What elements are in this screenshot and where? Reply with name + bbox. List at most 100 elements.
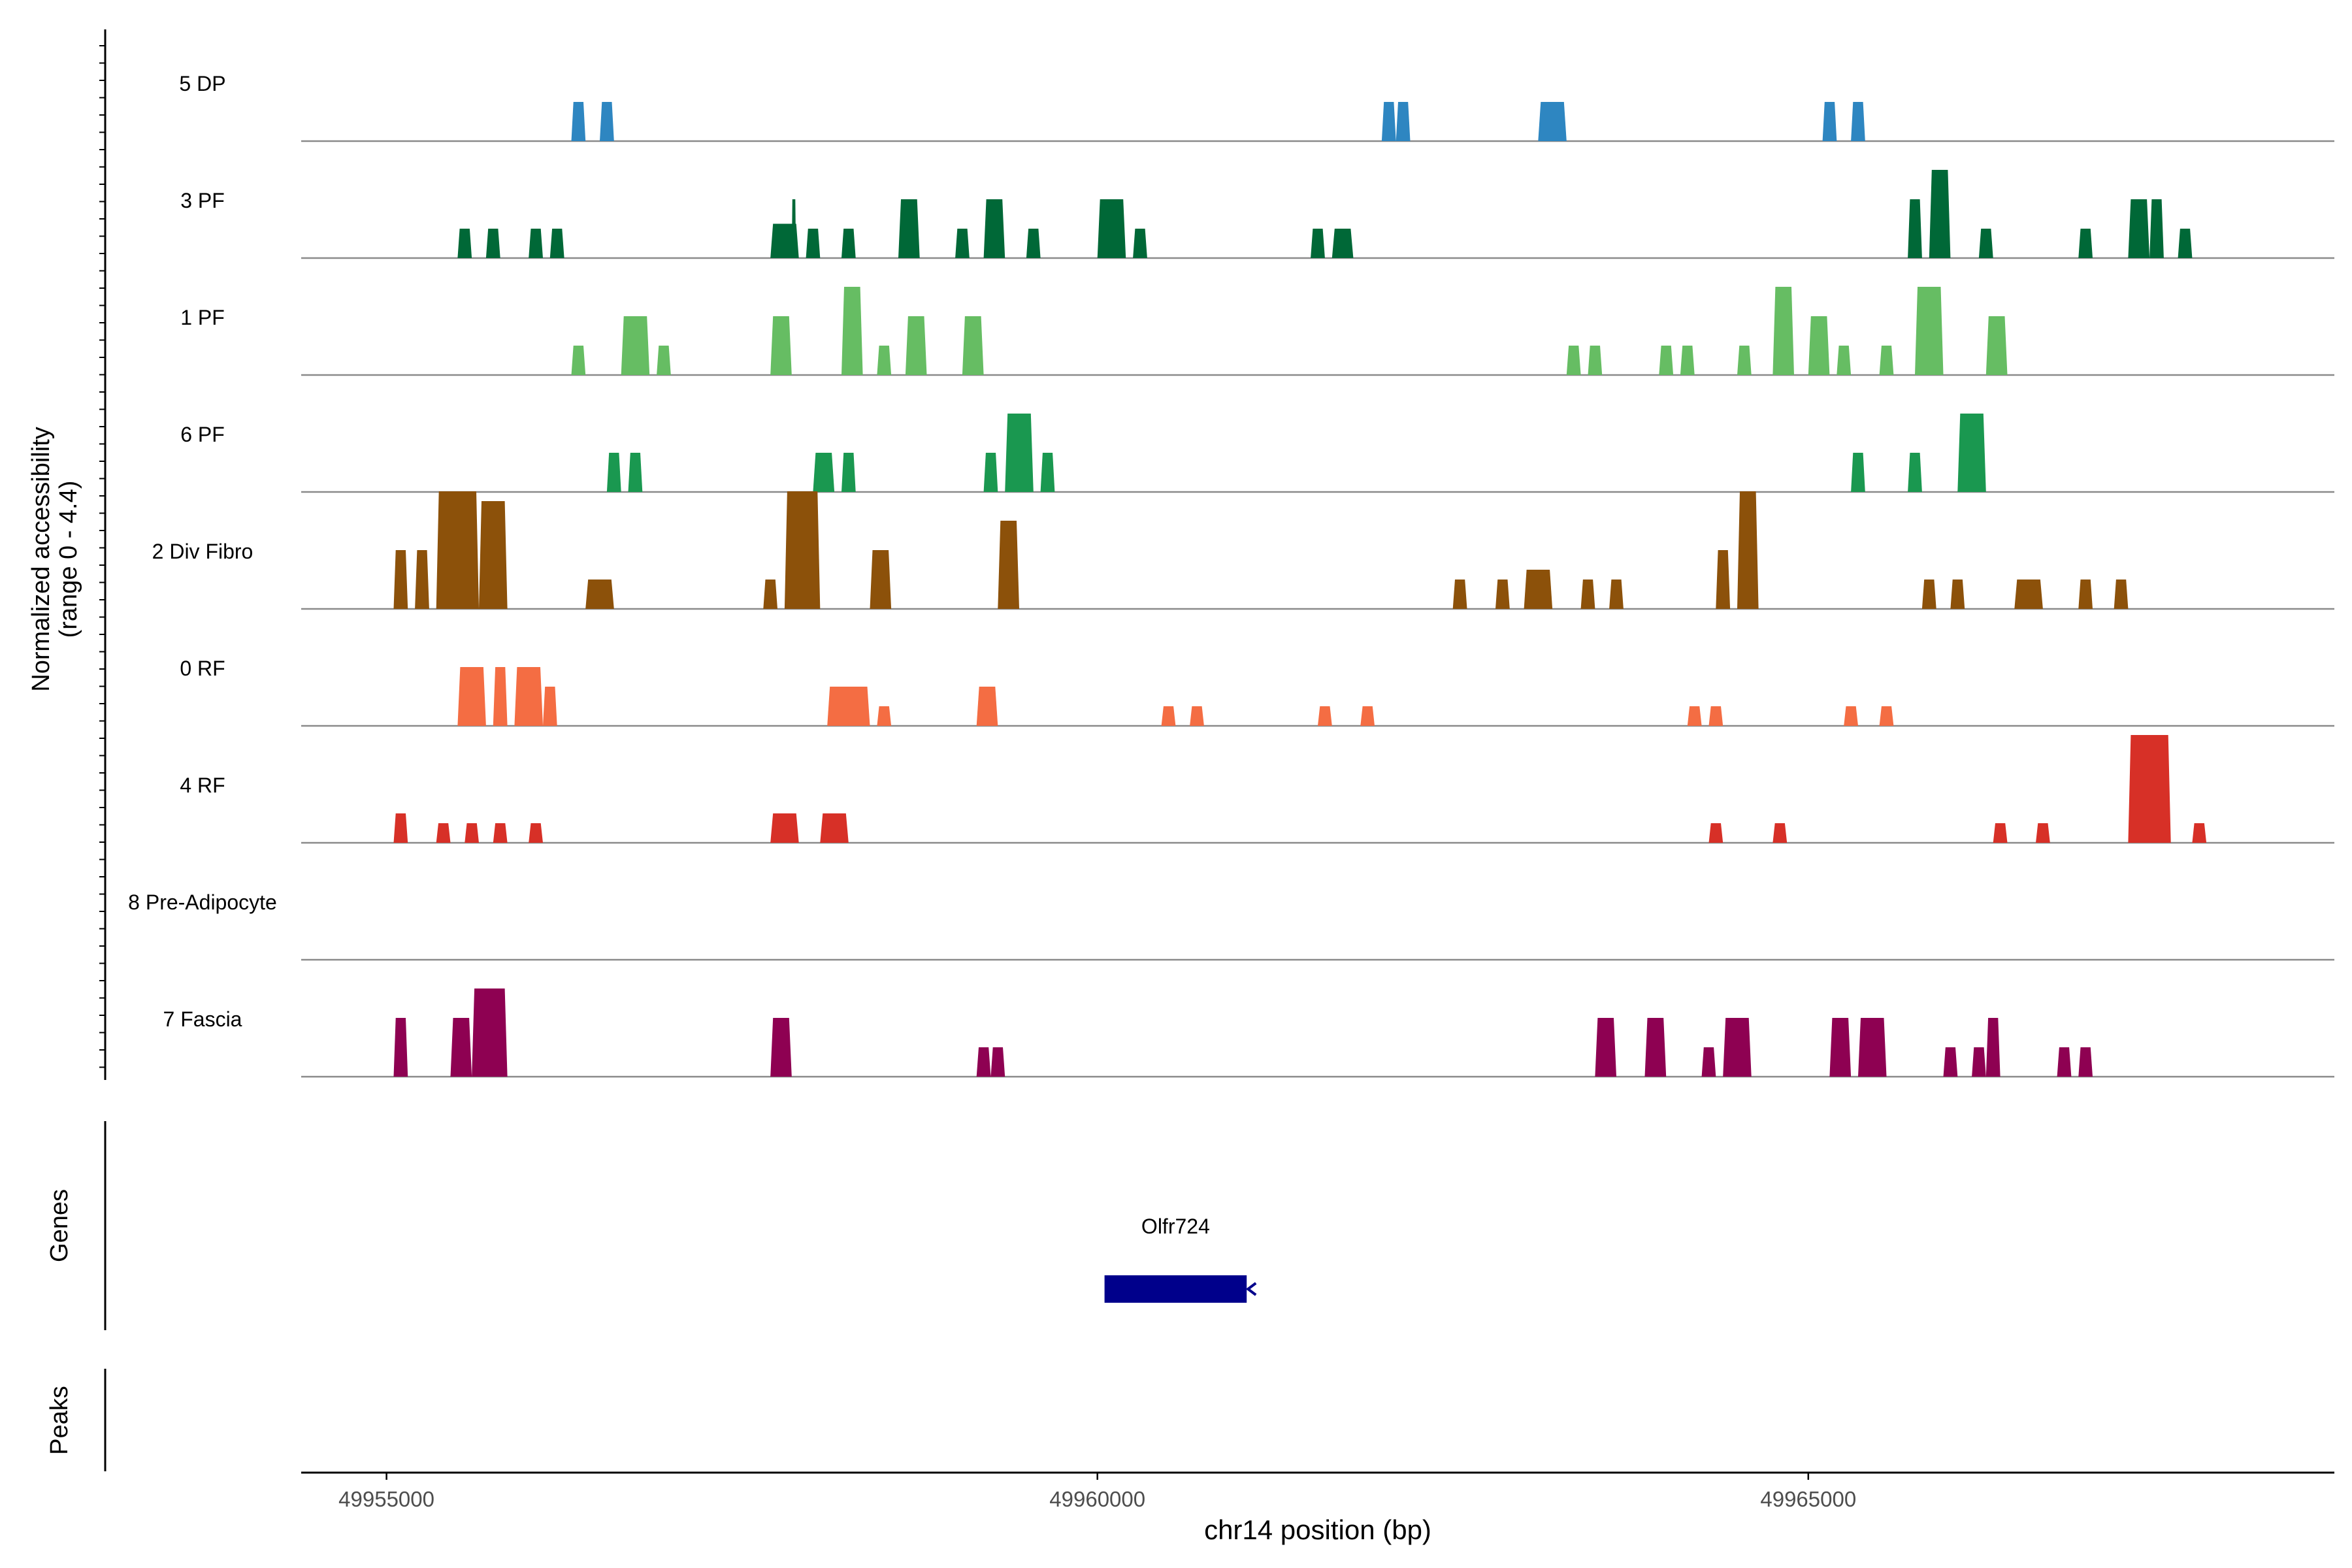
- peak-area: [976, 1047, 991, 1077]
- peak-area: [806, 229, 821, 258]
- peak-area: [514, 667, 543, 726]
- peak-area: [1879, 706, 1894, 726]
- peak-area: [2128, 199, 2150, 258]
- track: 3 PF: [180, 170, 2334, 259]
- peak-area: [998, 521, 1019, 609]
- peak-area: [1360, 706, 1375, 726]
- peak-area: [1190, 706, 1204, 726]
- peak-area: [1822, 102, 1837, 141]
- track: 8 Pre-Adipocyte: [128, 890, 2334, 961]
- peak-area: [763, 580, 777, 609]
- peak-area: [2078, 1047, 2093, 1077]
- peak-area: [436, 491, 479, 609]
- coverage-y-ticks: [99, 45, 105, 1068]
- peak-area: [1133, 229, 1147, 258]
- peak-area: [485, 229, 500, 258]
- peak-area: [1331, 229, 1354, 258]
- track: 4 RF: [180, 735, 2334, 844]
- y-axis-label-range: (range 0 - 4.4): [55, 481, 82, 638]
- gene-label: Olfr724: [1141, 1215, 1210, 1238]
- peak-area: [962, 316, 984, 375]
- peak-area: [1708, 823, 1723, 843]
- peak-area: [2178, 229, 2193, 258]
- x-axis-label: chr14 position (bp): [1204, 1514, 1431, 1545]
- peak-area: [1957, 414, 1986, 492]
- peak-area: [1879, 346, 1894, 375]
- peak-area: [493, 823, 508, 843]
- peak-area: [983, 453, 998, 492]
- peak-area: [472, 988, 508, 1077]
- peak-area: [1737, 346, 1752, 375]
- peak-area: [983, 199, 1005, 258]
- peak-area: [1978, 229, 1993, 258]
- peak-area: [770, 316, 792, 375]
- peak-area: [1921, 580, 1936, 609]
- genes-layer: Olfr724: [1104, 1215, 1257, 1303]
- track-label: 1 PF: [180, 306, 225, 329]
- peak-area: [820, 813, 849, 843]
- peak-area: [393, 550, 408, 609]
- peak-area: [1772, 823, 1788, 843]
- peak-area: [606, 453, 621, 492]
- y-axis-label: Normalized accessibility: [27, 427, 55, 691]
- peak-area: [770, 813, 799, 843]
- peak-area: [813, 453, 835, 492]
- peak-area: [1538, 102, 1567, 141]
- peak-area: [955, 229, 970, 258]
- peak-area: [841, 287, 863, 375]
- peak-area: [457, 667, 486, 726]
- peak-area: [2149, 199, 2164, 258]
- track-label: 6 PF: [180, 423, 225, 446]
- track: 1 PF: [180, 287, 2334, 376]
- peak-area: [571, 346, 586, 375]
- peak-area: [2078, 229, 2093, 258]
- peak-area: [1851, 102, 1865, 141]
- peak-area: [990, 1047, 1005, 1077]
- x-tick-label: 49955000: [338, 1487, 434, 1511]
- peak-area: [1609, 580, 1624, 609]
- peak-area: [1588, 346, 1603, 375]
- track-label: 2 Div Fibro: [152, 540, 253, 563]
- peak-area: [543, 687, 557, 726]
- genes-panel-label: Genes: [46, 1189, 73, 1262]
- track: 6 PF: [180, 414, 2334, 493]
- peak-area: [2078, 580, 2093, 609]
- track-label: 0 RF: [180, 657, 225, 680]
- peak-area: [877, 706, 892, 726]
- peak-area: [1908, 453, 1922, 492]
- peak-area: [1040, 453, 1055, 492]
- peak-area: [1097, 199, 1126, 258]
- peak-area: [976, 687, 998, 726]
- peak-area: [1716, 550, 1731, 609]
- peak-area: [1026, 229, 1041, 258]
- peak-area: [2057, 1047, 2072, 1077]
- peak-area: [571, 102, 586, 141]
- peak-area: [1595, 1018, 1616, 1077]
- peak-area: [1915, 287, 1944, 375]
- peak-area: [1985, 316, 2008, 375]
- peak-area: [870, 550, 892, 609]
- peak-area: [657, 346, 671, 375]
- peak-area: [1829, 1018, 1852, 1077]
- peak-area: [827, 687, 870, 726]
- track: 7 Fascia: [163, 988, 2334, 1078]
- peak-area: [1837, 346, 1852, 375]
- peak-area: [529, 229, 543, 258]
- peak-area: [905, 316, 927, 375]
- x-tick-label: 49960000: [1049, 1487, 1145, 1511]
- peak-area: [457, 229, 472, 258]
- peak-area: [529, 823, 543, 843]
- peaks-panel-label: Peaks: [46, 1386, 73, 1455]
- peak-area: [465, 823, 479, 843]
- peak-area: [1381, 102, 1396, 141]
- peak-area: [1708, 706, 1723, 726]
- track: 5 DP: [179, 72, 2334, 142]
- peak-area: [493, 667, 508, 726]
- peak-area: [1701, 1047, 1716, 1077]
- peak-area: [2036, 823, 2050, 843]
- peak-area: [2192, 823, 2207, 843]
- peak-area: [1318, 706, 1332, 726]
- peak-area: [415, 550, 429, 609]
- peak-area: [1851, 453, 1865, 492]
- peak-area: [770, 223, 799, 258]
